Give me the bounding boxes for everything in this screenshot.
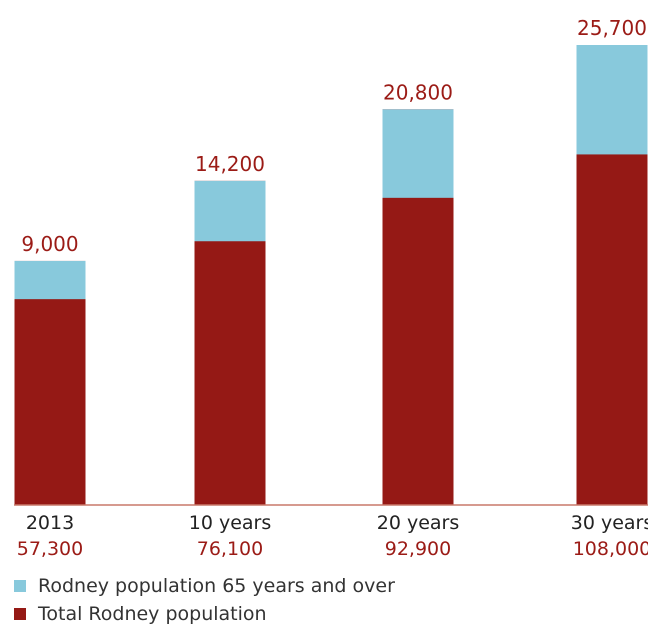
bar-total-lower-1 — [194, 241, 266, 505]
labels-layer: 9,000 2013 57,300 14,200 10 years 76,100 20,80… — [17, 16, 648, 560]
bar-65-plus-0 — [14, 260, 86, 300]
value-label-65-plus-0: 9,000 — [21, 232, 78, 256]
legend-swatch-total — [14, 608, 26, 620]
bar-65-plus-3 — [576, 45, 648, 155]
category-label-1: 10 years — [189, 512, 272, 534]
legend-item-65-plus: Rodney population 65 years and over — [14, 572, 634, 600]
bar-65-plus-1 — [194, 180, 266, 242]
total-label-0: 57,300 — [17, 538, 83, 560]
bar-total-lower-2 — [382, 197, 454, 505]
total-label-1: 76,100 — [197, 538, 263, 560]
legend: Rodney population 65 years and over Tota… — [14, 572, 634, 628]
category-label-0: 2013 — [26, 512, 74, 534]
bar-65-plus-2 — [382, 109, 454, 198]
value-label-65-plus-3: 25,700 — [577, 16, 647, 40]
total-label-3: 108,000 — [573, 538, 648, 560]
value-label-65-plus-2: 20,800 — [383, 80, 453, 104]
bar-total-lower-0 — [14, 299, 86, 505]
legend-label-65-plus: Rodney population 65 years and over — [38, 575, 395, 597]
category-label-3: 30 years — [571, 512, 648, 534]
legend-swatch-65-plus — [14, 580, 26, 592]
category-label-2: 20 years — [377, 512, 460, 534]
legend-label-total: Total Rodney population — [38, 603, 267, 625]
bars-layer — [14, 45, 648, 506]
total-label-2: 92,900 — [385, 538, 451, 560]
legend-item-total: Total Rodney population — [14, 600, 634, 628]
bar-total-lower-3 — [576, 154, 648, 506]
value-label-65-plus-1: 14,200 — [195, 152, 265, 176]
